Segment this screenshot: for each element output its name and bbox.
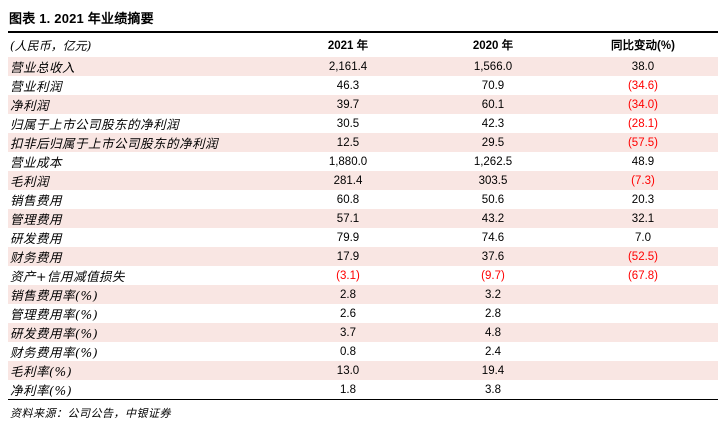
value-2020: 303.5 xyxy=(478,174,508,187)
row-label: 资产+信用减值损失 xyxy=(10,269,125,284)
value-yoy: (34.6) xyxy=(627,79,659,92)
row-label: 营业利润 xyxy=(10,79,63,94)
value-yoy: 7.0 xyxy=(635,231,651,244)
table-row: 营业总收入 2,161.4 1,566.0 38.0 xyxy=(8,57,718,76)
value-2021: 17.9 xyxy=(336,250,360,263)
value-2021: 13.0 xyxy=(336,364,360,377)
row-label: 研发费用率(%) xyxy=(10,326,99,341)
value-2021: 39.7 xyxy=(336,98,360,111)
value-yoy xyxy=(568,380,718,400)
table-row: 管理费用率(%) 2.6 2.8 xyxy=(8,304,718,323)
row-label: 净利率(%) xyxy=(10,383,73,398)
value-yoy xyxy=(568,361,718,380)
row-label: 财务费用 xyxy=(10,250,63,265)
value-2020: 70.9 xyxy=(481,79,505,92)
row-label: 财务费用率(%) xyxy=(10,345,99,360)
value-yoy: (67.8) xyxy=(627,269,659,282)
value-2021: 12.5 xyxy=(336,136,360,149)
financial-summary-table: (人民币，亿元) 2021 年 2020 年 同比变动(%) 营业总收入 2,1… xyxy=(8,33,718,400)
value-2020: 60.1 xyxy=(481,98,505,111)
row-label: 净利润 xyxy=(10,98,50,113)
value-2021: 3.7 xyxy=(340,326,356,339)
table-row: 研发费用率(%) 3.7 4.8 xyxy=(8,323,718,342)
value-2021: 46.3 xyxy=(336,79,360,92)
row-label: 毛利率(%) xyxy=(10,364,73,379)
row-label: 销售费用率(%) xyxy=(10,288,99,303)
value-2021: (3.1) xyxy=(336,269,360,282)
value-2021: 2,161.4 xyxy=(328,60,368,73)
table-row: 销售费用率(%) 2.8 3.2 xyxy=(8,285,718,304)
value-2021: 2.6 xyxy=(340,307,356,320)
value-2020: 29.5 xyxy=(481,136,505,149)
value-2021: 1,880.0 xyxy=(328,155,368,168)
value-yoy: (52.5) xyxy=(627,250,659,263)
column-header-2021: 2021 年 xyxy=(327,40,369,52)
value-2020: 2.8 xyxy=(485,307,501,320)
value-2020: 74.6 xyxy=(481,231,505,244)
value-2021: 0.8 xyxy=(340,345,356,358)
value-2021: 281.4 xyxy=(333,174,363,187)
table-row: 净利润 39.7 60.1 (34.0) xyxy=(8,95,718,114)
value-yoy: 32.1 xyxy=(631,212,655,225)
value-2020: (9.7) xyxy=(481,269,505,282)
row-label: 毛利润 xyxy=(10,174,50,189)
value-2020: 42.3 xyxy=(481,117,505,130)
value-2020: 1,566.0 xyxy=(473,60,513,73)
value-2021: 57.1 xyxy=(336,212,360,225)
table-row: 营业成本 1,880.0 1,262.5 48.9 xyxy=(8,152,718,171)
value-yoy xyxy=(568,285,718,304)
value-yoy xyxy=(568,342,718,361)
column-header-unit: (人民币，亿元) xyxy=(10,38,92,53)
value-yoy: 20.3 xyxy=(631,193,655,206)
row-label: 归属于上市公司股东的净利润 xyxy=(10,117,180,132)
value-yoy: (57.5) xyxy=(627,136,659,149)
table-row: 资产+信用减值损失 (3.1) (9.7) (67.8) xyxy=(8,266,718,285)
table-row: 净利率(%) 1.8 3.8 xyxy=(8,380,718,400)
value-2021: 2.8 xyxy=(340,288,356,301)
table-row: 财务费用率(%) 0.8 2.4 xyxy=(8,342,718,361)
value-yoy: (7.3) xyxy=(631,174,655,187)
table-row: 营业利润 46.3 70.9 (34.6) xyxy=(8,76,718,95)
value-2020: 37.6 xyxy=(481,250,505,263)
column-header-2020: 2020 年 xyxy=(472,40,514,52)
table-row: 毛利润 281.4 303.5 (7.3) xyxy=(8,171,718,190)
row-label: 营业成本 xyxy=(10,155,63,170)
value-yoy: (34.0) xyxy=(627,98,659,111)
table-row: 毛利率(%) 13.0 19.4 xyxy=(8,361,718,380)
row-label: 研发费用 xyxy=(10,231,63,246)
value-yoy: 38.0 xyxy=(631,60,655,73)
value-2021: 30.5 xyxy=(336,117,360,130)
row-label: 销售费用 xyxy=(10,193,63,208)
table-row: 扣非后归属于上市公司股东的净利润 12.5 29.5 (57.5) xyxy=(8,133,718,152)
row-label: 管理费用率(%) xyxy=(10,307,99,322)
value-2020: 19.4 xyxy=(481,364,505,377)
table-row: 研发费用 79.9 74.6 7.0 xyxy=(8,228,718,247)
row-label: 营业总收入 xyxy=(10,60,76,75)
table-row: 销售费用 60.8 50.6 20.3 xyxy=(8,190,718,209)
table-row: 归属于上市公司股东的净利润 30.5 42.3 (28.1) xyxy=(8,114,718,133)
value-2020: 2.4 xyxy=(485,345,501,358)
value-2021: 79.9 xyxy=(336,231,360,244)
value-2020: 4.8 xyxy=(485,326,501,339)
table-row: 财务费用 17.9 37.6 (52.5) xyxy=(8,247,718,266)
value-2020: 3.8 xyxy=(485,383,501,396)
value-2021: 60.8 xyxy=(336,193,360,206)
value-2020: 50.6 xyxy=(481,193,505,206)
report-figure: 图表 1. 2021 年业绩摘要 (人民币，亿元) 2021 年 2020 年 … xyxy=(8,5,718,420)
table-row: 管理费用 57.1 43.2 32.1 xyxy=(8,209,718,228)
source-note: 资料来源：公司公告，中银证券 xyxy=(10,407,171,420)
value-2020: 1,262.5 xyxy=(473,155,513,168)
value-2020: 3.2 xyxy=(485,288,501,301)
table-header-row: (人民币，亿元) 2021 年 2020 年 同比变动(%) xyxy=(8,33,718,57)
row-label: 扣非后归属于上市公司股东的净利润 xyxy=(10,136,219,151)
value-2020: 43.2 xyxy=(481,212,505,225)
value-yoy: 48.9 xyxy=(631,155,655,168)
figure-title: 图表 1. 2021 年业绩摘要 xyxy=(8,5,718,33)
value-yoy xyxy=(568,304,718,323)
value-2021: 1.8 xyxy=(340,383,356,396)
row-label: 管理费用 xyxy=(10,212,63,227)
value-yoy: (28.1) xyxy=(627,117,659,130)
value-yoy xyxy=(568,323,718,342)
column-header-yoy: 同比变动(%) xyxy=(611,40,675,52)
